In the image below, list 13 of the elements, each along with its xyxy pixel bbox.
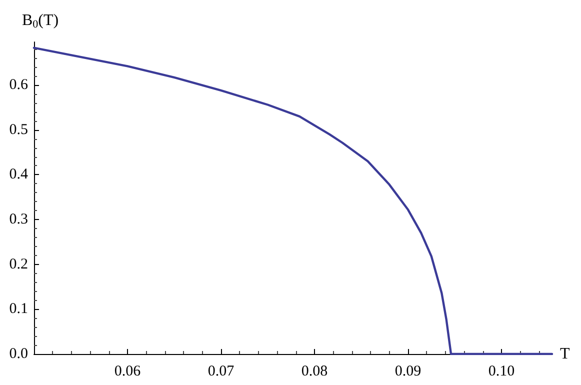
x-tick-label: 0.09	[394, 364, 422, 380]
x-tick-label: 0.08	[301, 364, 328, 380]
y-tick-label: 0.1	[9, 301, 28, 318]
y-tick-label: 0.4	[9, 166, 28, 183]
y-tick-label: 0.3	[9, 212, 28, 228]
x-tick-label: 0.07	[208, 364, 235, 380]
y-tick-label: 0.5	[9, 122, 28, 138]
y-tick-label: 0.6	[9, 77, 28, 94]
x-tick-label: 0.10	[488, 364, 515, 380]
x-axis-title: T	[560, 346, 570, 362]
y-tick-label: 0.2	[9, 256, 28, 272]
x-tick-label: 0.06	[114, 364, 142, 380]
y-tick-label: 0.0	[9, 346, 28, 362]
